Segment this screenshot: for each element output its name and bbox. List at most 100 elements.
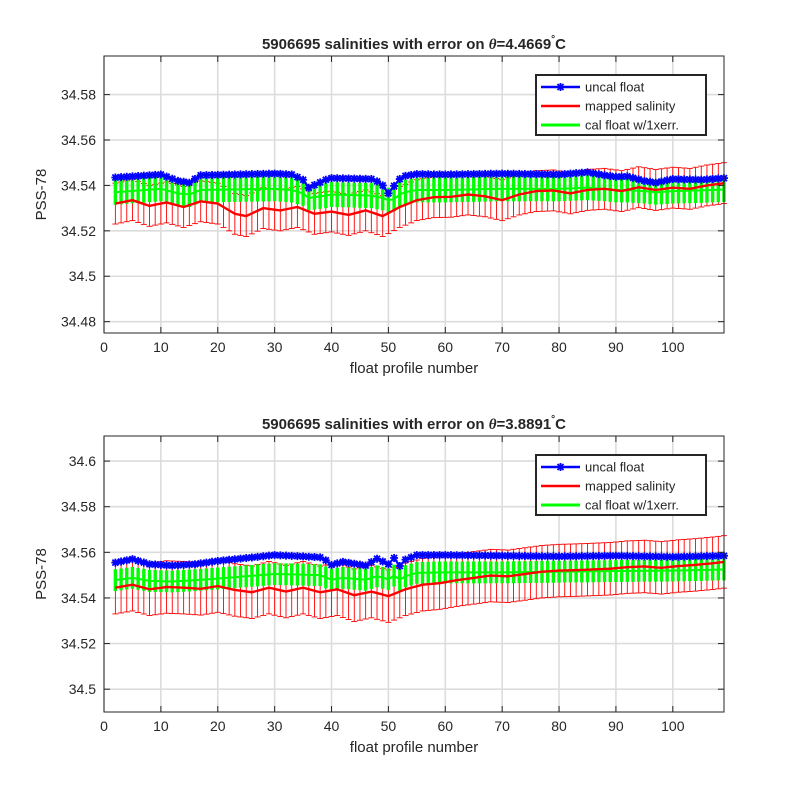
x-tick-label: 70 <box>494 339 510 355</box>
uncal-float-point <box>230 170 239 179</box>
mapped-salinity-line <box>115 181 725 218</box>
uncal-float-point <box>429 170 438 179</box>
uncal-float-point <box>156 560 165 569</box>
uncal-float-point <box>651 178 660 187</box>
uncal-float-point <box>515 169 524 178</box>
uncal-float-point <box>520 169 529 178</box>
x-axis-label: float profile number <box>350 360 478 377</box>
x-tick-label: 100 <box>661 718 685 734</box>
uncal-float-point <box>361 174 370 183</box>
uncal-float-point <box>390 554 399 563</box>
chart-panel-2: 0 10 20 30 40 50 60 70 80 90 100 34.5 34.52 34.54 34.5… <box>33 414 728 756</box>
uncal-float-point <box>589 169 598 178</box>
legend-marker <box>556 463 565 471</box>
uncal-float-point <box>634 552 643 561</box>
uncal-float-point <box>139 171 148 180</box>
x-tick-label: 20 <box>210 339 226 355</box>
uncal-float-point <box>492 551 501 560</box>
uncal-float-point <box>338 174 347 183</box>
legend-label: uncal float <box>585 80 645 95</box>
legend-label: uncal float <box>585 460 645 475</box>
uncal-float-point <box>162 172 171 181</box>
uncal-float-point <box>282 170 291 179</box>
uncal-float-point <box>697 552 706 561</box>
uncal-float-point <box>418 551 427 560</box>
uncal-float-point <box>117 173 126 182</box>
uncal-float-point <box>361 561 370 570</box>
uncal-float-point <box>674 552 683 561</box>
axes-box <box>103 435 725 713</box>
y-tick-label: 34.58 <box>61 87 96 103</box>
uncal-float-point <box>219 556 228 565</box>
uncal-float-point <box>134 556 143 565</box>
uncal-float-point <box>714 174 723 183</box>
uncal-float-point <box>702 175 711 184</box>
uncal-float-point <box>617 172 626 181</box>
uncal-float-point <box>179 560 188 569</box>
uncal-float-point <box>219 170 228 179</box>
uncal-float-point <box>156 170 165 179</box>
uncal-float-point <box>327 560 336 569</box>
uncal-float-point <box>503 169 512 178</box>
uncal-float-point <box>384 189 393 198</box>
uncal-float-point <box>611 551 620 560</box>
uncal-float-point <box>697 175 706 184</box>
uncal-float-point <box>111 173 120 182</box>
uncal-float-point <box>572 169 581 178</box>
x-tick-label: 80 <box>551 718 567 734</box>
legend-label: cal float w/1xerr. <box>585 118 679 133</box>
x-tick-label: 100 <box>661 339 685 355</box>
uncal-float-point <box>185 178 194 187</box>
uncal-float-point <box>179 177 188 186</box>
uncal-float-point <box>191 560 200 569</box>
uncal-float-point <box>640 552 649 561</box>
uncal-float-point <box>708 174 717 183</box>
uncal-float-point <box>429 551 438 560</box>
uncal-float-point <box>316 553 325 562</box>
uncal-float-point <box>657 177 666 186</box>
uncal-float-point <box>714 551 723 560</box>
uncal-float-point <box>344 558 353 567</box>
y-tick-label: 34.54 <box>61 590 96 606</box>
uncal-float-point <box>173 176 182 185</box>
uncal-float-point <box>321 556 330 565</box>
uncal-float-point <box>350 174 359 183</box>
uncal-float-point <box>646 552 655 561</box>
uncal-float-point <box>304 552 313 561</box>
uncal-float-point <box>128 172 137 181</box>
uncal-float-point <box>520 552 529 561</box>
uncal-float-point <box>282 551 291 560</box>
uncal-float-point <box>310 181 319 190</box>
uncal-float-point <box>611 172 620 181</box>
uncal-float-point <box>464 170 473 179</box>
uncal-float-point <box>145 171 154 180</box>
uncal-float-point <box>537 552 546 561</box>
uncal-float-point <box>225 170 234 179</box>
x-tick-label: 30 <box>267 718 283 734</box>
uncal-float-point <box>247 553 256 562</box>
y-tick-label: 34.48 <box>61 314 96 330</box>
uncal-float-point <box>566 552 575 561</box>
uncal-float-point <box>560 552 569 561</box>
uncal-float-point <box>316 178 325 187</box>
title-unit: C <box>555 36 566 53</box>
uncal-float-point <box>242 554 251 563</box>
uncal-float-point <box>680 175 689 184</box>
uncal-float-point <box>139 558 148 567</box>
uncal-float-point <box>395 562 404 571</box>
uncal-float-point <box>475 169 484 178</box>
uncal-float-point <box>213 556 222 565</box>
uncal-float-point <box>623 551 632 560</box>
x-tick-label: 40 <box>324 339 340 355</box>
uncal-float-point <box>276 169 285 178</box>
uncal-float-point <box>583 168 592 177</box>
uncal-float-point <box>634 175 643 184</box>
uncal-float-point <box>151 170 160 179</box>
uncal-float-point <box>498 551 507 560</box>
uncal-float-point <box>555 552 564 561</box>
uncal-float-point <box>168 561 177 570</box>
uncal-float-point <box>543 552 552 561</box>
uncal-float-point <box>435 170 444 179</box>
x-tick-label: 20 <box>210 718 226 734</box>
uncal-float-point <box>253 552 262 561</box>
